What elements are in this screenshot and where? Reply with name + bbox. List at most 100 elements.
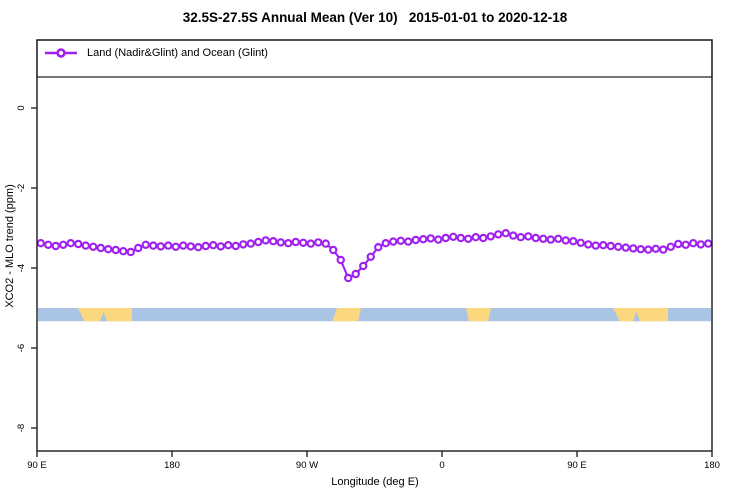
data-point [389, 237, 398, 246]
data-point [216, 242, 225, 251]
data-point [231, 241, 240, 251]
data-point [179, 241, 188, 250]
data-point [329, 245, 338, 255]
data-point [629, 244, 638, 253]
data-point [561, 236, 570, 245]
data-point [614, 242, 623, 251]
data-point [569, 236, 578, 246]
y-tick-label: -4 [16, 264, 27, 272]
data-point [681, 240, 690, 249]
land-segment [77, 308, 132, 322]
data-point [111, 245, 120, 255]
data-point [599, 240, 608, 250]
data-point [284, 238, 293, 248]
data-point [621, 243, 630, 252]
data-point [554, 234, 563, 243]
data-point [486, 232, 495, 241]
data-point [464, 234, 473, 243]
data-point [36, 238, 45, 248]
data-point [419, 234, 428, 244]
data-point [126, 247, 135, 257]
y-axis-title: XCO2 - MLO trend (ppm) [4, 184, 16, 308]
data-point [501, 228, 510, 238]
data-point [516, 232, 525, 242]
data-point [674, 239, 683, 249]
data-point [224, 240, 233, 250]
data-point [531, 233, 540, 243]
data-point [434, 235, 443, 244]
data-point [201, 241, 210, 251]
data-point [426, 234, 435, 243]
data-point [666, 242, 675, 251]
data-point [606, 241, 615, 251]
data-point [696, 240, 705, 249]
land-segment [613, 308, 669, 322]
x-tick-label: 180 [704, 460, 720, 471]
y-tick-label: -8 [16, 424, 27, 432]
data-point [81, 241, 90, 250]
data-point [104, 244, 113, 254]
data-point [141, 240, 150, 249]
land-segment [466, 308, 492, 322]
data-point [171, 242, 180, 251]
data-point [396, 236, 405, 245]
data-point [509, 231, 518, 240]
legend: Land (Nadir&Glint) and Ocean (Glint) [44, 47, 268, 59]
data-point [359, 261, 368, 271]
data-point [524, 232, 533, 241]
land-segment [332, 308, 361, 322]
data-point [344, 273, 353, 283]
data-point [261, 236, 270, 245]
data-point [51, 241, 60, 251]
data-point [119, 246, 128, 256]
ocean-notch [100, 311, 108, 322]
legend-marker-icon [45, 48, 77, 58]
data-point [546, 235, 555, 244]
data-point [194, 242, 203, 252]
data-point [479, 233, 488, 243]
data-point [644, 245, 653, 254]
ocean-strip [38, 308, 711, 322]
x-tick-label: 90 E [567, 460, 587, 471]
data-point [321, 239, 330, 248]
x-axis-title: Longitude (deg E) [331, 476, 419, 488]
data-point [59, 240, 68, 249]
data-point [246, 239, 255, 248]
page-title: 32.5S-27.5S Annual Mean (Ver 10) 2015-01… [182, 10, 568, 25]
data-point [441, 233, 450, 243]
data-point [306, 239, 315, 248]
data-point [254, 237, 263, 247]
data-point [689, 238, 698, 248]
data-point [186, 242, 195, 251]
data-point [374, 242, 383, 252]
data-point [336, 255, 345, 265]
data-point [74, 239, 83, 249]
y-tick-label: 0 [16, 105, 27, 110]
legend-box [36, 39, 713, 78]
data-point [591, 241, 600, 250]
ocean-notch [632, 311, 640, 322]
data-point [404, 237, 413, 246]
data-point [89, 242, 98, 251]
legend-label: Land (Nadir&Glint) and Ocean (Glint) [87, 47, 268, 59]
x-tick-label: 90 W [296, 460, 318, 471]
data-point [96, 243, 105, 253]
x-tick-label: 90 E [27, 460, 47, 471]
x-tick-label: 180 [164, 460, 180, 471]
data-point [471, 232, 480, 242]
data-point [44, 240, 53, 249]
data-point [494, 230, 503, 239]
data-point [584, 240, 593, 249]
data-point [576, 238, 585, 247]
data-point [134, 243, 143, 253]
data-point [66, 238, 75, 248]
data-point [636, 244, 645, 254]
data-point [659, 245, 668, 254]
data-point [651, 244, 660, 253]
data-point [164, 241, 173, 250]
data-point [381, 238, 390, 248]
data-point [299, 238, 308, 247]
y-tick-label: -6 [16, 344, 27, 352]
